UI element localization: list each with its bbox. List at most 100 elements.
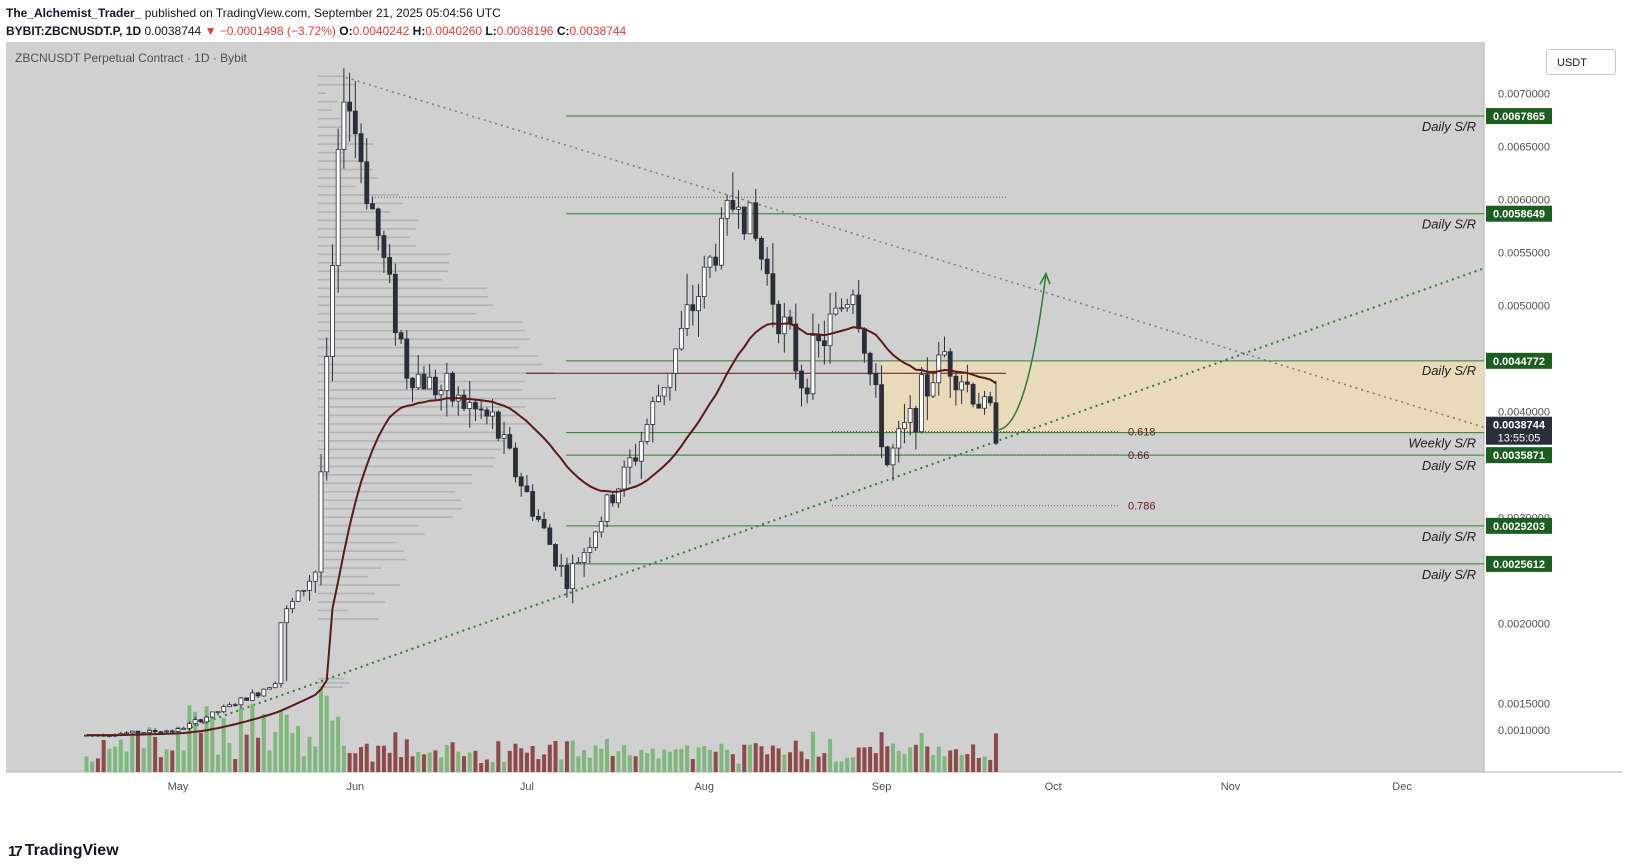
price-tick-label: 0.0060000 xyxy=(1498,194,1550,206)
candle-body xyxy=(925,375,929,397)
candle-body xyxy=(799,371,803,388)
currency-button[interactable]: USDT xyxy=(1546,49,1616,75)
candle-body xyxy=(536,516,540,519)
price-tick-label: 0.0015000 xyxy=(1498,698,1550,710)
volume-profile-bar xyxy=(318,499,461,501)
candle-body xyxy=(290,601,294,608)
candle-body xyxy=(262,689,266,696)
volume-bar xyxy=(165,749,169,772)
volume-bar xyxy=(639,750,643,772)
volume-bar xyxy=(754,743,758,772)
price-tick-label: 0.0040000 xyxy=(1498,406,1550,418)
volume-bar xyxy=(782,755,786,772)
candle-body xyxy=(634,458,638,461)
candle-body xyxy=(983,397,987,408)
candle-body xyxy=(811,335,815,394)
sr-label: Daily S/R xyxy=(1422,363,1476,378)
candle-body xyxy=(399,333,403,339)
candle-body xyxy=(994,403,998,444)
price-tick-label: 0.0070000 xyxy=(1498,88,1550,100)
volume-profile-bar xyxy=(318,237,410,239)
volume-profile-bar xyxy=(318,449,501,451)
candle-body xyxy=(954,376,958,390)
volume-bar xyxy=(279,711,283,772)
candle-body xyxy=(771,274,775,305)
time-tick-label: Sep xyxy=(872,781,892,793)
volume-bar xyxy=(891,744,895,772)
volume-bar xyxy=(880,732,884,772)
candle-body xyxy=(542,519,546,528)
volume-bar xyxy=(485,759,489,772)
volume-bar xyxy=(868,747,872,772)
low-label: L: xyxy=(485,24,496,38)
candle-body xyxy=(285,609,289,623)
volume-profile-bar xyxy=(318,678,345,680)
high-label: H: xyxy=(413,24,426,38)
volume-bar xyxy=(130,736,134,772)
candle-body xyxy=(308,581,312,590)
volume-bar xyxy=(611,756,615,772)
volume-bar xyxy=(954,749,958,772)
candle-body xyxy=(336,149,340,265)
candle-body xyxy=(451,373,455,401)
volume-bar xyxy=(388,753,392,772)
volume-profile-bar xyxy=(318,338,529,340)
price-tick-label: 0.0010000 xyxy=(1498,725,1550,737)
volume-profile-bar xyxy=(318,194,399,196)
candle-body xyxy=(794,324,798,371)
volume-bar xyxy=(359,747,363,772)
candle-body xyxy=(130,731,134,733)
candle-body xyxy=(840,308,844,309)
candle-body xyxy=(165,731,169,732)
volume-bar xyxy=(902,754,906,772)
candle-body xyxy=(725,200,729,218)
candle-body xyxy=(365,162,369,204)
volume-profile-bar xyxy=(318,482,472,484)
volume-bar xyxy=(502,762,506,772)
volume-bar xyxy=(96,758,100,772)
volume-bar xyxy=(834,762,838,772)
volume-bar xyxy=(759,746,763,772)
time-axis[interactable] xyxy=(6,772,1622,830)
price-chart[interactable]: Daily S/R Daily S/R Daily S/R Weekly S/R Dai… xyxy=(6,42,1622,830)
candle-body xyxy=(273,684,277,688)
volume-bar xyxy=(582,750,586,772)
volume-bar xyxy=(851,757,855,772)
volume-profile-bar xyxy=(318,321,523,323)
volume-bar xyxy=(719,744,723,772)
candle-body xyxy=(176,729,180,732)
volume-bar xyxy=(857,748,861,772)
volume-bar xyxy=(925,746,929,772)
volume-profile-bar xyxy=(318,559,407,561)
volume-profile-bar xyxy=(318,228,416,230)
candle-body xyxy=(920,375,924,432)
volume-profile-bar xyxy=(318,270,448,272)
volume-bar xyxy=(931,755,935,772)
volume-bar xyxy=(822,753,826,772)
candle-body xyxy=(714,257,718,265)
volume-bar xyxy=(536,759,540,772)
volume-bar xyxy=(988,760,992,772)
candle-body xyxy=(874,374,878,385)
volume-bar xyxy=(496,741,500,772)
author-name[interactable]: The_Alchemist_Trader_ xyxy=(6,6,141,20)
tradingview-logo[interactable]: 17 TradingView xyxy=(8,842,119,860)
volume-bar xyxy=(679,749,683,772)
volume-bar xyxy=(702,746,706,772)
candle-body xyxy=(216,712,220,713)
candle-body xyxy=(508,435,512,449)
price-change: −0.0001498 (−3.72%) xyxy=(220,24,336,38)
candle-body xyxy=(388,257,392,274)
volume-bar xyxy=(302,756,306,772)
volume-profile-bar xyxy=(318,92,326,94)
volume-profile-bar xyxy=(318,347,519,349)
candle-body xyxy=(325,357,329,472)
volume-bar xyxy=(513,744,517,772)
volume-bar xyxy=(153,737,157,772)
volume-bar xyxy=(777,748,781,772)
volume-bar xyxy=(565,741,569,772)
candle-body xyxy=(233,705,237,706)
candle-body xyxy=(611,495,615,503)
volume-bar xyxy=(983,757,987,772)
candle-body xyxy=(719,218,723,265)
